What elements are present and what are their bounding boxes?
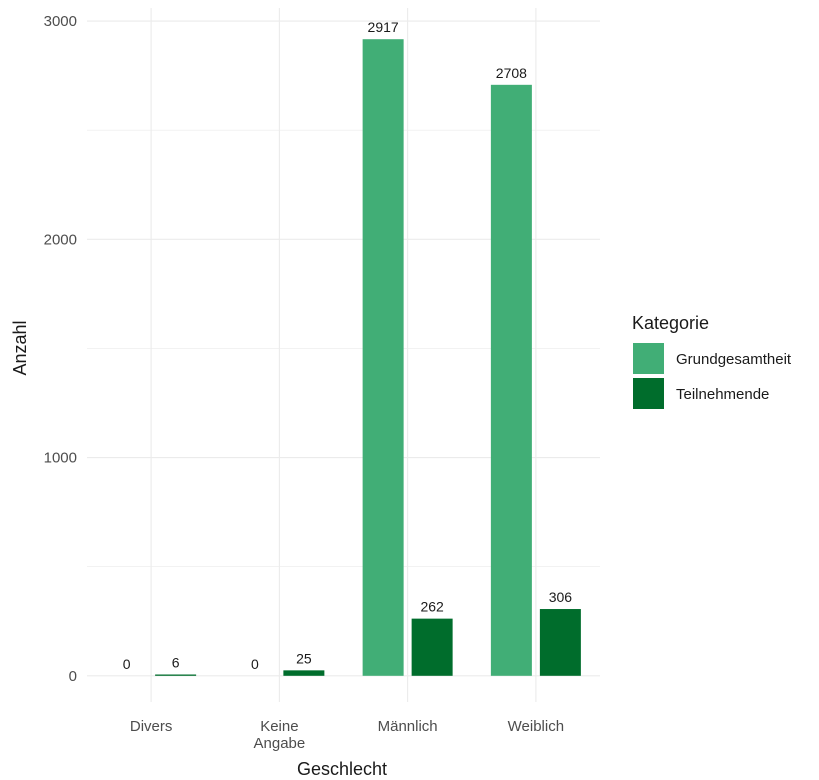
bar-teilnehmende [411,618,453,676]
x-tick-label: Divers [130,718,173,735]
x-tick-label: Weiblich [508,718,564,735]
legend-swatch [633,378,664,409]
y-tick-label: 1000 [44,450,77,467]
data-labels: 0 0 2917 2708 6 25 262 306 [123,19,573,672]
bar-value-label: 306 [549,589,573,605]
y-tick-label: 3000 [44,13,77,30]
x-tick-label: Männlich [378,718,438,735]
bar-value-label: 25 [296,650,312,666]
x-tick-label: Keine Angabe [254,718,306,752]
bar-teilnehmende [539,609,581,676]
legend-title: Kategorie [632,313,709,333]
bar-value-label: 6 [172,655,180,671]
bar-value-label: 0 [251,656,259,672]
bar-value-label: 0 [123,656,131,672]
x-axis-ticks: Divers Keine Angabe Männlich Weiblich [130,718,564,752]
bar-value-label: 262 [420,599,444,615]
legend-label: Grundgesamtheit [676,351,792,368]
y-tick-label: 2000 [44,231,77,248]
bars [155,39,581,676]
legend-label: Teilnehmende [676,386,769,403]
bar-value-label: 2917 [368,19,399,35]
bar-value-label: 2708 [496,65,527,81]
bar-grundgesamtheit [362,39,404,676]
legend-swatch [633,343,664,374]
y-tick-label: 0 [69,668,77,685]
bar-grundgesamtheit [490,84,532,676]
y-axis-title: Anzahl [10,320,30,375]
bar-teilnehmende [155,674,197,676]
bar-teilnehmende [283,670,325,676]
grid-lines [87,8,600,702]
x-axis-title: Geschlecht [297,759,387,779]
legend: Kategorie Grundgesamtheit Teilnehmende [632,313,792,409]
y-axis-ticks: 0 1000 2000 3000 [44,13,77,685]
